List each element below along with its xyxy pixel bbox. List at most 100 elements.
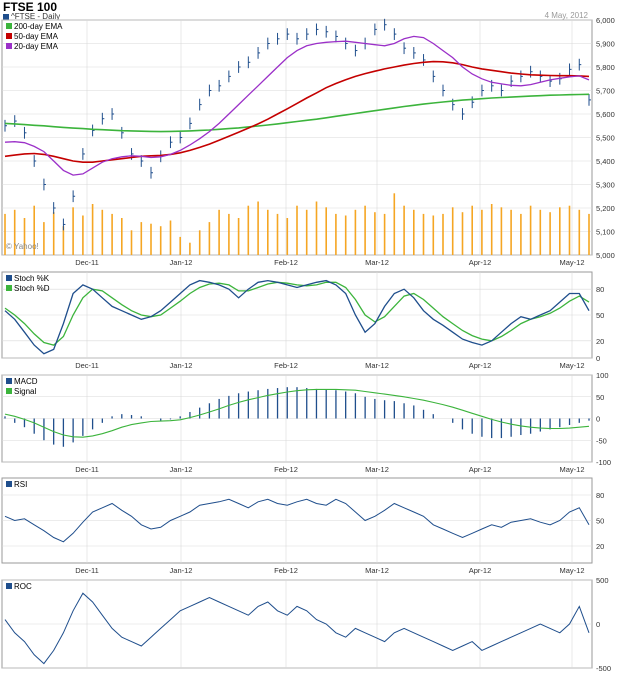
macd-x-tick-label: Dec-11 [75, 465, 99, 474]
volume-bar [150, 223, 152, 255]
volume-bar [159, 226, 162, 255]
volume-bar [559, 207, 561, 255]
stochastic-x-tick-label: Jan-12 [170, 361, 193, 370]
volume-bar [140, 222, 143, 255]
stochastic-y-tick-label: 0 [596, 354, 600, 363]
volume-bar [33, 205, 35, 256]
ema200-legend-label: 200-day EMA [14, 22, 63, 31]
ema200-line [4, 93, 590, 133]
rsi-x-tick-label: Feb-12 [274, 566, 298, 575]
volume-bar [4, 213, 6, 255]
stochastic-panel: 80 50 20 0 [1, 271, 604, 363]
macd-y-tick-label: -100 [596, 458, 611, 467]
stoch-k-legend-label: Stoch %K [14, 274, 50, 283]
price-y-tick-label: 5,700 [596, 87, 615, 96]
roc-y-tick-label: 500 [596, 576, 609, 585]
chart-subtitle: ^FTSE - Daily [3, 12, 60, 21]
rsi-x-tick-label: May-12 [559, 566, 584, 575]
volume-bar [422, 213, 425, 255]
volume-bar [179, 236, 181, 255]
volume-bar [111, 213, 113, 255]
volume-bar [325, 207, 327, 255]
price-y-tick-label: 5,400 [596, 157, 615, 166]
volume-bar [451, 207, 454, 255]
volume-bar [588, 213, 590, 255]
price-x-tick-label: Dec-11 [75, 258, 99, 267]
rsi-panel: 80 50 20 [1, 477, 604, 564]
rsi-y-tick-label: 50 [596, 517, 604, 526]
volume-bar [130, 230, 133, 255]
volume-bar [101, 209, 104, 255]
price-legend-swatch [3, 13, 9, 20]
volume-bar [471, 205, 473, 256]
stochastic-y-tick-label: 80 [596, 285, 604, 294]
volume-bar [189, 242, 191, 255]
stochastic-y-tick-label: 20 [596, 337, 604, 346]
stochastic-x-tick-label: Feb-12 [274, 361, 298, 370]
volume-bar [413, 209, 415, 255]
volume-bar [257, 201, 259, 255]
volume-bar [393, 193, 396, 255]
stochastic-x-tick-label: May-12 [559, 361, 584, 370]
macd-y-tick-label: 50 [596, 393, 604, 402]
volume-bar [198, 230, 201, 255]
signal-legend-swatch [6, 388, 12, 394]
volume-bar [237, 218, 240, 255]
roc-line [4, 592, 590, 665]
volume-bar [276, 213, 279, 255]
volume-bar [490, 204, 493, 255]
chart-title: FTSE 100 [3, 0, 58, 14]
roc-y-tick-label: -500 [596, 664, 611, 673]
volume-bar [500, 207, 503, 255]
macd-x-tick-label: Mar-12 [365, 465, 389, 474]
stoch-d-legend-swatch [6, 285, 12, 291]
volume-bar [568, 205, 571, 256]
volume-bar [520, 213, 522, 255]
rsi-x-tick-label: Dec-11 [75, 566, 99, 575]
roc-legend-label: ROC [14, 582, 32, 591]
volume-bar [481, 209, 483, 255]
volume-bar [286, 218, 289, 255]
stochastic-x-tick-label: Apr-12 [469, 361, 492, 370]
volume-bar [52, 212, 55, 255]
volume-bar [383, 213, 386, 255]
price-x-tick-label: Apr-12 [469, 258, 492, 267]
rsi-legend-swatch [6, 481, 12, 487]
volume-bar [578, 209, 581, 255]
volume-bar [510, 209, 512, 255]
price-y-tick-label: 5,800 [596, 63, 615, 72]
ema20-legend-label: 20-day EMA [14, 42, 59, 51]
signal-line [4, 388, 590, 438]
stochastic-x-tick-label: Dec-11 [75, 361, 99, 370]
volume-bar [23, 218, 26, 255]
volume-bar [296, 205, 298, 256]
volume-bar [13, 209, 16, 255]
volume-bar [354, 209, 357, 255]
price-y-tick-label: 5,200 [596, 204, 615, 213]
price-x-tick-label: May-12 [559, 258, 584, 267]
rsi-y-tick-label: 20 [596, 542, 604, 551]
volume-bar [62, 226, 65, 255]
volume-bar [247, 205, 250, 256]
price-y-tick-label: 5,100 [596, 228, 615, 237]
volume-bar [529, 205, 532, 256]
ema20-line [4, 35, 590, 176]
chart-date: 4 May, 2012 [544, 11, 588, 20]
volume-bar [549, 212, 551, 255]
volume-bar [442, 213, 444, 255]
stoch-k-line [4, 279, 590, 355]
rsi-x-tick-label: Mar-12 [365, 566, 389, 575]
volume-bar [305, 209, 308, 255]
volume-bar [121, 218, 123, 255]
price-x-tick-label: Feb-12 [274, 258, 298, 267]
volume-bar [344, 215, 347, 255]
volume-bar [208, 222, 211, 255]
price-x-tick-label: Jan-12 [170, 258, 193, 267]
rsi-y-tick-label: 80 [596, 491, 604, 500]
price-y-tick-label: 5,500 [596, 134, 615, 143]
ema50-legend-label: 50-day EMA [14, 32, 59, 41]
volume-bar [91, 204, 94, 255]
rsi-line [4, 498, 590, 543]
ema200-legend-swatch [6, 23, 12, 29]
